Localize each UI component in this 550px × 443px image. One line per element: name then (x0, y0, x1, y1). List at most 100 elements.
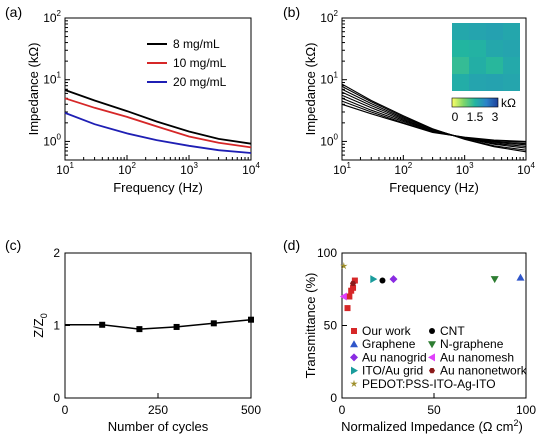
y-axis-label: Impedance (kΩ) (26, 43, 41, 136)
legend-marker (429, 368, 435, 374)
series-line (64, 89, 252, 145)
legend-label: Our work (362, 324, 412, 338)
legend-marker (429, 328, 435, 334)
x-tick-label: 102 (118, 161, 136, 177)
legend-marker (350, 353, 358, 362)
legend-label: N-graphene (440, 337, 504, 351)
colorbar-tick-label: 3 (492, 110, 499, 124)
x-axis-label: Number of cycles (108, 419, 209, 434)
heatmap-cell (452, 40, 469, 57)
series-line (64, 112, 252, 154)
legend-marker (428, 353, 435, 362)
data-point (344, 305, 351, 312)
y-axis-label: Transmittance (%) (303, 273, 318, 379)
heatmap-cell (469, 74, 486, 91)
data-point (248, 316, 254, 323)
y-tick-label: 101 (43, 71, 61, 87)
y-axis-label: Impedance (kΩ) (303, 43, 318, 136)
legend-label: CNT (440, 324, 465, 338)
data-point (173, 323, 180, 330)
y-axis-label: Z/Z0 (31, 313, 49, 338)
colorbar-tick-label: 1.5 (467, 110, 484, 124)
data-point (389, 275, 398, 284)
x-tick-label: 101 (56, 161, 74, 177)
legend-label: Au nanonetwork (440, 364, 528, 378)
x-axis-label: Normalized Impedance (Ω cm2) (341, 418, 523, 434)
x-tick-label: 101 (333, 161, 351, 177)
legend-label: 20 mg/mL (173, 75, 227, 89)
legend-label: PEDOT:PSS-ITO-Ag-ITO (362, 377, 496, 391)
heatmap-cell (503, 57, 520, 74)
data-point (350, 280, 356, 286)
legend-label: Au nanomesh (440, 350, 514, 364)
panel-b: (b) 101 102 103 104 100 101 102 Frequency (Hz) Im… (283, 4, 535, 195)
legend-label: ITO/Au grid (362, 364, 423, 378)
x-tick-label: 0 (62, 403, 69, 417)
y-tick-label: 1 (53, 319, 60, 333)
x-axis-label: Frequency (Hz) (113, 180, 203, 195)
legend-label: 8 mg/mL (173, 37, 220, 51)
legend-marker (351, 328, 357, 334)
x-axis-label: Frequency (Hz) (389, 180, 479, 195)
heatmap-cell (503, 74, 520, 91)
y-tick-label: 100 (320, 132, 338, 148)
data-point (370, 275, 378, 284)
impedance-curve (341, 94, 527, 146)
x-tick-label: 50 (427, 403, 441, 417)
data-point (490, 276, 499, 284)
y-tick-label: 101 (320, 71, 338, 87)
data-point (516, 273, 525, 281)
data-point (340, 262, 348, 270)
heatmap-cell (503, 40, 520, 57)
y-tick-label: 50 (324, 319, 338, 333)
legend-marker (350, 340, 358, 348)
data-point (379, 277, 386, 284)
data-point (99, 321, 106, 328)
x-tick-label: 0 (339, 403, 346, 417)
y-tick-label: 0 (53, 391, 60, 405)
legend-label: Graphene (362, 337, 416, 351)
colorbar-tick-label: 0 (452, 110, 459, 124)
heatmap-cell (469, 23, 486, 40)
heatmap-cell (486, 57, 503, 74)
y-tick-label: 100 (317, 246, 337, 260)
y-tick-label: 102 (43, 9, 61, 25)
data-point (351, 277, 358, 284)
heatmap-cell (469, 40, 486, 57)
series-line (64, 97, 252, 149)
heatmap-cell (452, 57, 469, 74)
x-tick-label: 500 (241, 403, 261, 417)
x-tick-label: 104 (242, 161, 260, 177)
y-tick-label: 102 (320, 9, 338, 25)
x-tick-label: 103 (456, 161, 474, 177)
panel-label: (a) (5, 4, 22, 20)
data-point (350, 284, 357, 291)
legend-label: 10 mg/mL (173, 56, 227, 70)
data-point (339, 292, 347, 301)
heatmap-cell (452, 74, 469, 91)
x-tick-label: 104 (517, 161, 535, 177)
x-tick-label: 102 (394, 161, 412, 177)
y-tick-label: 2 (53, 246, 60, 260)
x-tick-label: 103 (180, 161, 198, 177)
legend-marker (351, 366, 358, 375)
panel-a: (a) 101 102 103 104 100 101 102 Frequency (Hz) Im… (5, 4, 260, 195)
heatmap-cell (486, 40, 503, 57)
x-tick-label: 250 (148, 403, 168, 417)
heatmap-cell (503, 23, 520, 40)
colorbar-unit: kΩ (501, 96, 516, 110)
impedance-curve (341, 88, 527, 149)
legend-label: Au nanogrid (362, 350, 427, 364)
panel-c: (c) 0 250 500 0 1 2 Number of cycles Z/Z0 (5, 237, 261, 434)
y-tick-label: 100 (43, 132, 61, 148)
data-point (210, 320, 217, 327)
panel-label: (d) (283, 237, 300, 253)
data-point (136, 326, 143, 333)
colorbar (451, 97, 499, 108)
legend-marker (428, 341, 436, 349)
impedance-curve (341, 103, 527, 142)
series-line (65, 318, 252, 330)
heatmap-cell (486, 23, 503, 40)
